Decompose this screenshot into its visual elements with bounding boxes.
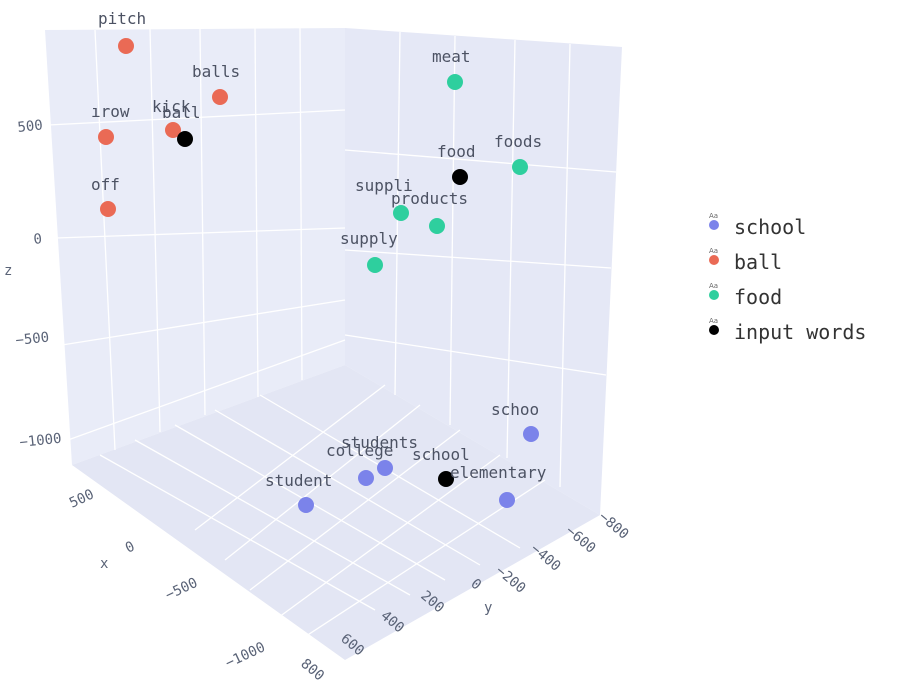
point-label: pitch [98, 9, 146, 28]
legend-item[interactable]: Aa ball [709, 247, 782, 274]
legend-marker [709, 290, 719, 300]
y-axis-title: y [484, 600, 492, 616]
point-label: ırow [91, 102, 130, 121]
point-label: students [341, 433, 418, 452]
grid-line [214, 409, 481, 566]
grid-line [61, 299, 346, 346]
floor-plane [72, 365, 600, 660]
point-label: food [437, 142, 476, 161]
grid-line [344, 334, 607, 376]
grid-line [149, 28, 161, 433]
legend-label: input words [734, 320, 866, 344]
grid-line [94, 29, 116, 451]
legend-item[interactable]: Aa food [709, 282, 782, 309]
school-marker[interactable] [298, 497, 314, 513]
back-wall [345, 28, 622, 515]
school-marker[interactable] [377, 460, 393, 476]
grid-line [344, 249, 612, 269]
y-tick-label: 800 [297, 656, 327, 681]
point-label: suppli [355, 176, 413, 195]
point-label: college [326, 441, 393, 460]
ball-marker[interactable] [98, 129, 114, 145]
point-label: elementary [450, 463, 547, 482]
grid-line [506, 39, 516, 459]
point-label: meat [432, 47, 471, 66]
point-label: kick [152, 97, 191, 116]
point-label: student [265, 471, 332, 490]
grid-line [249, 429, 461, 591]
ball-marker[interactable] [118, 38, 134, 54]
point-label: products [391, 189, 468, 208]
input-word-marker[interactable] [438, 471, 454, 487]
point-label: foods [494, 132, 542, 151]
legend-text-icon: Aa [709, 212, 718, 220]
point-label: school [412, 445, 470, 464]
grid-line [194, 384, 386, 531]
legend-marker [709, 220, 719, 230]
z-tick-label: −500 [15, 330, 50, 349]
grid-line [254, 27, 259, 398]
legend-label: school [734, 215, 806, 239]
legend-marker [709, 255, 719, 265]
legend-item[interactable]: Aa school [709, 212, 806, 239]
legend[interactable]: Aa school Aa ball Aa food Aa input words [709, 212, 866, 344]
legend-label: food [734, 285, 782, 309]
legend-label: ball [734, 250, 782, 274]
legend-text-icon: Aa [709, 247, 718, 255]
grid-line [224, 404, 421, 561]
x-tick-label: 500 [67, 486, 97, 511]
ball-marker[interactable] [100, 201, 116, 217]
grid-line [344, 149, 617, 173]
input-word-marker[interactable] [452, 169, 468, 185]
food-marker[interactable] [429, 218, 445, 234]
legend-marker [709, 325, 719, 335]
x-tick-label: 0 [123, 539, 137, 557]
grid-line [299, 27, 303, 381]
food-marker[interactable] [447, 74, 463, 90]
z-axis-title: z [4, 263, 12, 279]
food-marker[interactable] [512, 159, 528, 175]
grid-line [274, 454, 501, 621]
point-label: supply [340, 229, 398, 248]
point-label: ball [162, 103, 201, 122]
markers [98, 38, 539, 513]
left-wall [45, 28, 345, 465]
y-tick-label: −200 [492, 563, 528, 597]
grid-line [134, 439, 411, 596]
point-label: schoo [491, 400, 539, 419]
x-tick-label: −500 [163, 575, 200, 604]
y-tick-label: −600 [562, 523, 598, 557]
food-marker[interactable] [367, 257, 383, 273]
ball-marker[interactable] [165, 122, 181, 138]
grid-line [67, 339, 346, 441]
school-marker[interactable] [499, 492, 515, 508]
point-label: balls [192, 62, 240, 81]
ball-marker[interactable] [212, 89, 228, 105]
x-tick-label: −1000 [223, 639, 268, 671]
school-marker[interactable] [523, 426, 539, 442]
grid-line [47, 109, 346, 126]
school-marker[interactable] [358, 470, 374, 486]
legend-item[interactable]: Aa input words [709, 317, 866, 344]
z-tick-label: −1000 [19, 431, 63, 451]
legend-text-icon: Aa [709, 282, 718, 290]
x-axis-title: x [100, 556, 108, 572]
grid-line [449, 35, 456, 426]
legend-text-icon: Aa [709, 317, 718, 325]
grid-line [99, 454, 376, 611]
grid-line [199, 28, 206, 416]
z-tick-label: 500 [17, 117, 44, 136]
y-tick-label: −800 [595, 509, 631, 543]
point-label: off [91, 175, 120, 194]
food-marker[interactable] [393, 205, 409, 221]
grid-line [55, 227, 346, 239]
input-word-marker[interactable] [177, 131, 193, 147]
z-tick-label: 0 [33, 231, 43, 248]
